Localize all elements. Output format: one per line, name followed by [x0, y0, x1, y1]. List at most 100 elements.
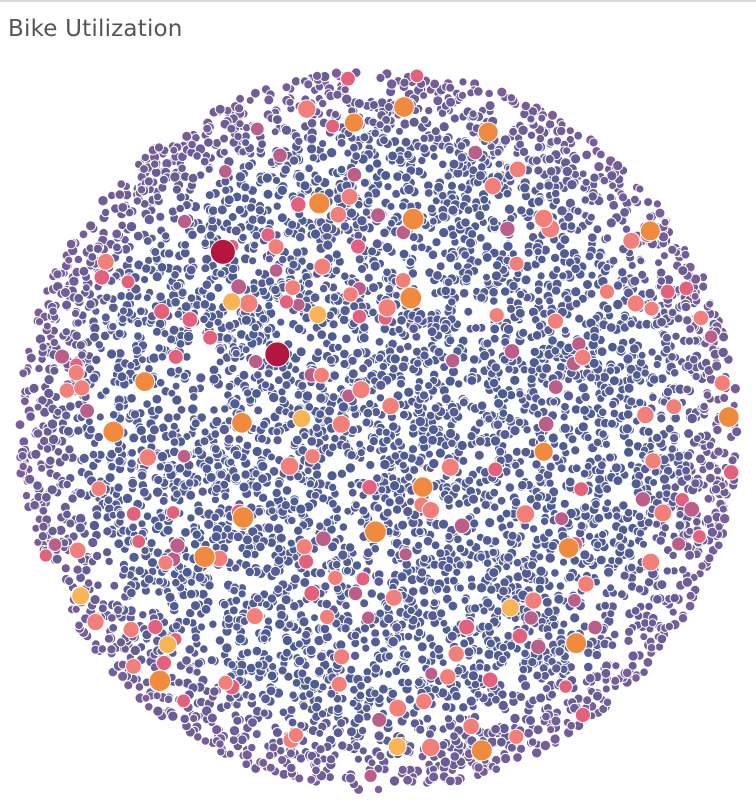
bubble	[207, 205, 219, 216]
bubble	[423, 188, 434, 198]
bubble	[541, 711, 551, 722]
bubble	[729, 383, 742, 395]
bubble	[624, 626, 635, 637]
bubble	[558, 441, 569, 452]
bubble	[226, 457, 236, 467]
bubble	[426, 203, 437, 214]
bubble	[587, 270, 597, 280]
bubble	[419, 91, 429, 100]
bubble	[448, 575, 459, 586]
bubble	[91, 550, 103, 562]
bubble	[146, 538, 157, 549]
bubble	[379, 227, 390, 239]
bubble	[574, 313, 585, 324]
bubble	[414, 677, 424, 688]
bubble	[180, 527, 191, 538]
bubble	[647, 618, 658, 628]
bubble	[627, 650, 639, 662]
bubble	[704, 460, 715, 471]
bubble	[595, 554, 607, 566]
bubble	[37, 531, 49, 542]
bubble	[610, 675, 621, 686]
bubble	[656, 316, 667, 328]
bubble	[34, 363, 44, 374]
bubble	[396, 571, 408, 583]
bubble	[375, 72, 386, 84]
bubble	[108, 623, 119, 633]
bubble	[482, 272, 491, 282]
bubble	[301, 629, 312, 640]
bubble	[438, 159, 448, 170]
bubble	[392, 171, 404, 182]
bubble	[466, 581, 477, 592]
bubble	[18, 461, 28, 472]
bubble	[370, 628, 381, 639]
bubble	[475, 233, 486, 243]
bubble	[263, 616, 274, 626]
bubble	[280, 164, 291, 175]
bubble	[623, 635, 634, 646]
bubble	[475, 582, 488, 594]
bubble	[187, 139, 197, 150]
bubble	[520, 648, 530, 659]
bubble	[276, 317, 286, 327]
bubble	[306, 774, 317, 785]
bubble	[681, 576, 694, 588]
bubble	[260, 693, 272, 705]
bubble	[315, 392, 327, 404]
bubble	[547, 432, 559, 444]
bubble	[147, 557, 158, 569]
bubble	[263, 522, 275, 534]
bubble	[456, 182, 467, 193]
bubble	[294, 773, 305, 784]
bubble	[234, 204, 246, 216]
bubble	[518, 146, 530, 158]
bubble	[383, 669, 393, 679]
bubble	[382, 267, 392, 278]
bubble	[642, 657, 654, 668]
bubble	[654, 258, 663, 268]
bubble	[258, 757, 269, 768]
bubble	[533, 142, 544, 153]
bubble	[271, 727, 283, 738]
bubble	[520, 274, 532, 286]
bubble	[108, 321, 118, 332]
bubble	[330, 433, 340, 444]
bubble	[419, 133, 429, 144]
bubble	[140, 152, 151, 163]
bubble	[584, 251, 595, 262]
bubble	[67, 493, 78, 504]
bubble	[408, 116, 420, 128]
bubble	[602, 262, 612, 272]
bubble	[72, 564, 83, 575]
bubble	[102, 547, 113, 558]
bubble	[123, 680, 134, 691]
bubble	[128, 432, 140, 444]
bubble	[638, 539, 649, 549]
bubble	[532, 724, 544, 736]
bubble	[535, 181, 545, 192]
bubble	[222, 333, 233, 344]
bubble	[238, 481, 250, 493]
bubble	[608, 199, 620, 211]
bubble	[143, 213, 156, 226]
bubble	[88, 519, 101, 532]
bubble	[515, 389, 525, 399]
bubble	[514, 467, 525, 479]
bubble	[330, 67, 342, 79]
bubble	[407, 444, 419, 455]
bubble	[20, 396, 30, 407]
bubble	[449, 113, 460, 124]
bubble	[520, 446, 532, 458]
bubble	[520, 680, 532, 692]
bubble	[537, 113, 547, 123]
bubble	[544, 119, 556, 130]
bubble	[555, 581, 566, 591]
bubble	[281, 82, 292, 93]
bubble	[492, 419, 504, 431]
bubble	[511, 446, 523, 457]
bubble	[241, 534, 253, 546]
bubble	[656, 413, 667, 424]
bubble	[382, 507, 393, 518]
bubble	[325, 355, 336, 366]
